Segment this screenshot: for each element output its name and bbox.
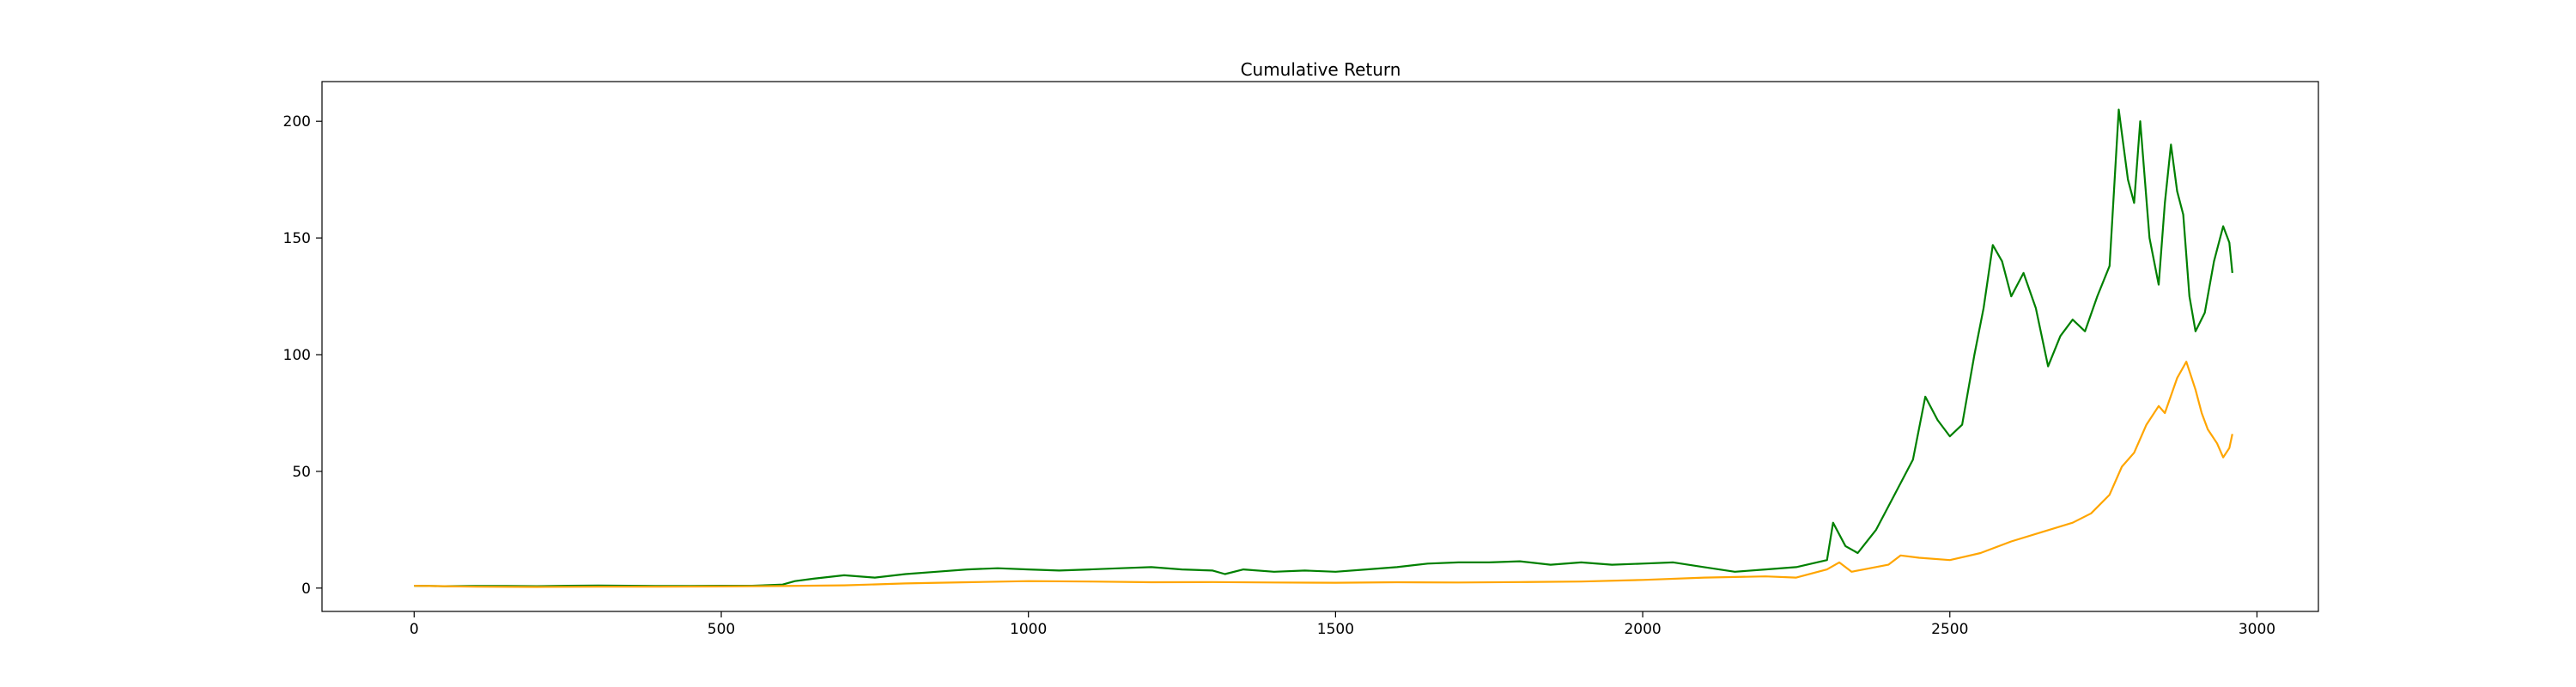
- x-tick-label: 500: [708, 621, 735, 638]
- x-tick-label: 1000: [1010, 621, 1047, 638]
- y-tick-label: 0: [301, 581, 311, 598]
- y-tick-label: 200: [283, 113, 311, 131]
- series-line-2: [414, 361, 2233, 588]
- series-layer: [414, 108, 2233, 588]
- series-line-1: [414, 108, 2233, 587]
- y-tick-label: 50: [292, 464, 311, 481]
- x-tick-label: 3000: [2239, 621, 2275, 638]
- x-tick-label: 2500: [1931, 621, 1968, 638]
- plot-area-frame: [321, 81, 2319, 612]
- y-tick-label: 150: [283, 230, 311, 247]
- x-tick-label: 1500: [1317, 621, 1354, 638]
- x-tick-label: 0: [410, 621, 419, 638]
- chart-title: Cumulative Return: [1241, 59, 1401, 80]
- y-tick-label: 100: [283, 347, 311, 364]
- axes-layer: 0 500 1000 1500 2000 2500 3000 0 50 100 150 200: [283, 113, 2276, 638]
- x-tick-label: 2000: [1624, 621, 1661, 638]
